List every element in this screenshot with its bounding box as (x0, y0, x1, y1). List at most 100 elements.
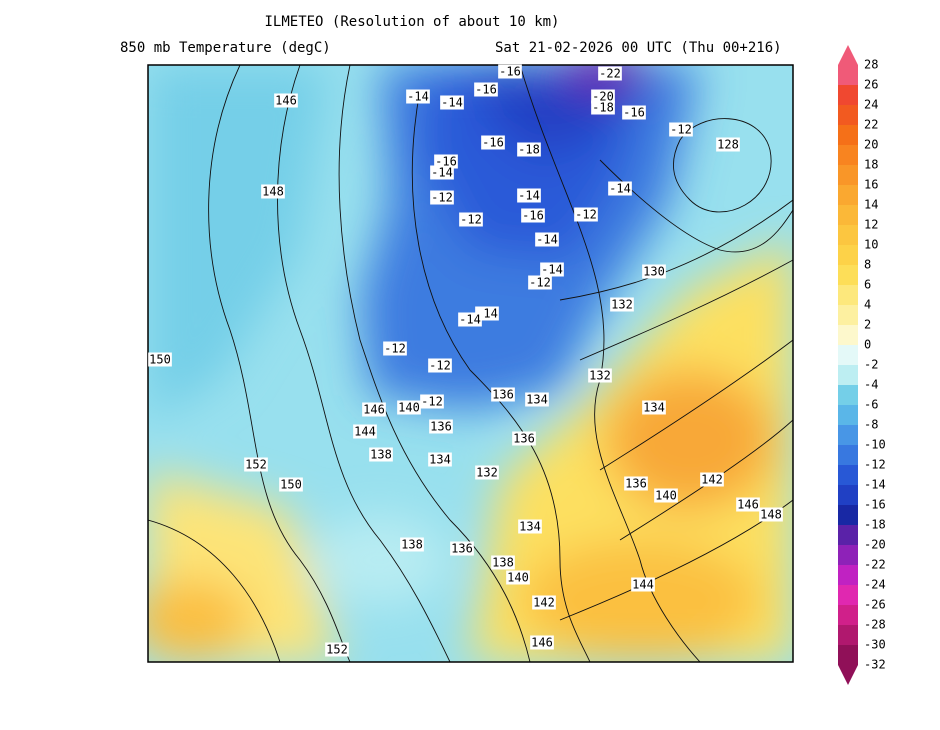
label-box (244, 457, 268, 472)
colorbar-box (838, 625, 858, 645)
contour-label: 138 (492, 556, 514, 570)
map-field (148, 65, 793, 662)
colorbar-box (838, 545, 858, 565)
contour-label: 134 (526, 393, 548, 407)
colorbar: 2826242220181614121086420-2-4-6-8-10-12-… (838, 45, 886, 685)
subtitle-left: 850 mb Temperature (degC) (120, 40, 331, 56)
colorbar-box (838, 165, 858, 185)
colorbar-box (838, 325, 858, 345)
contour-label: -14 (541, 263, 563, 277)
colorbar-label: 26 (864, 78, 878, 92)
colorbar-label: 0 (864, 338, 871, 352)
label-box (434, 154, 458, 169)
contour-label: -12 (575, 208, 597, 222)
contour-label: 128 (717, 138, 739, 152)
colorbar-label: 18 (864, 158, 878, 172)
colorbar-box (838, 265, 858, 285)
colorbar-box (838, 605, 858, 625)
label-box (642, 400, 666, 415)
contour-label: -14 (431, 166, 453, 180)
contour-label: -12 (460, 213, 482, 227)
label-box (491, 555, 515, 570)
map-frame (147, 64, 794, 663)
colorbar-box (838, 245, 858, 265)
colorbar-box (838, 305, 858, 325)
colorbar-box (838, 565, 858, 585)
label-box (279, 477, 303, 492)
colorbar-label: 24 (864, 98, 878, 112)
colorbar-label: 8 (864, 258, 871, 272)
label-box (429, 419, 453, 434)
contour-label: 136 (451, 542, 473, 556)
contour-label: -12 (529, 276, 551, 290)
contour-label: -12 (431, 191, 453, 205)
label-box (518, 519, 542, 534)
colorbar-label: -14 (864, 478, 886, 492)
colorbar-box (838, 125, 858, 145)
contour-label: 138 (370, 448, 392, 462)
colorbar-box (838, 405, 858, 425)
contour-label: 136 (625, 477, 647, 491)
colorbar-box (838, 525, 858, 545)
colorbar-label: -10 (864, 438, 886, 452)
label-box (369, 447, 393, 462)
contour-label: -16 (482, 136, 504, 150)
colorbar-cap (838, 45, 858, 65)
colorbar-box (838, 465, 858, 485)
colorbar-label: 4 (864, 298, 871, 312)
contour-label: -14 (441, 96, 463, 110)
label-box (517, 188, 541, 203)
colorbar-label: -4 (864, 378, 878, 392)
title: ILMETEO (Resolution of about 10 km) (264, 14, 559, 30)
colorbar-box (838, 285, 858, 305)
colorbar-label: 10 (864, 238, 878, 252)
colorbar-box (838, 345, 858, 365)
label-box (610, 297, 634, 312)
contour-label: 132 (589, 369, 611, 383)
contour-label: -16 (522, 209, 544, 223)
colorbar-label: -26 (864, 598, 886, 612)
colorbar-box (838, 445, 858, 465)
label-box (491, 387, 515, 402)
label-box (261, 184, 285, 199)
contour-label: -16 (623, 106, 645, 120)
contour-label: 150 (280, 478, 302, 492)
contour-label: 140 (655, 489, 677, 503)
contour-label: 134 (519, 520, 541, 534)
label-box (430, 190, 454, 205)
colorbar-label: 12 (864, 218, 878, 232)
contour-label: 146 (275, 94, 297, 108)
label-box (420, 394, 444, 409)
contour-label: -14 (518, 189, 540, 203)
label-box (591, 89, 615, 104)
label-box (274, 93, 298, 108)
colorbar-label: -12 (864, 458, 886, 472)
contour-label: 132 (476, 466, 498, 480)
colorbar-box (838, 505, 858, 525)
contour-label: 138 (401, 538, 423, 552)
label-box (400, 537, 424, 552)
contour-label: 132 (611, 298, 633, 312)
label-box (574, 207, 598, 222)
label-box (525, 392, 549, 407)
colorbar-cap (838, 665, 858, 685)
label-box (498, 64, 522, 79)
contour-label: 136 (430, 420, 452, 434)
contour-label: 134 (429, 453, 451, 467)
label-box (325, 642, 349, 657)
label-box (631, 577, 655, 592)
colorbar-box (838, 185, 858, 205)
contour-label: 152 (326, 643, 348, 657)
label-box (481, 135, 505, 150)
label-box (440, 95, 464, 110)
colorbar-box (838, 205, 858, 225)
colorbar-label: -28 (864, 618, 886, 632)
contour-label: 142 (533, 596, 555, 610)
contour-label: -12 (670, 123, 692, 137)
label-box (669, 122, 693, 137)
contour-label: 144 (632, 578, 654, 592)
label-box (506, 570, 530, 585)
label-box (624, 476, 648, 491)
label-box (736, 497, 760, 512)
